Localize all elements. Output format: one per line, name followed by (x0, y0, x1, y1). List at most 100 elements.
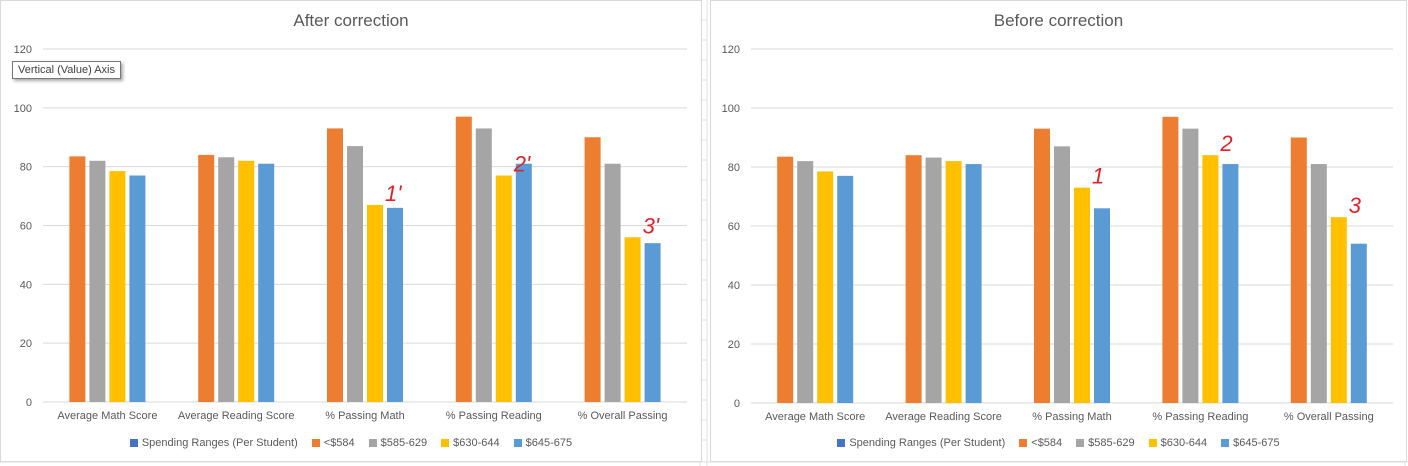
bar[interactable] (1094, 208, 1110, 403)
y-tick-label: 60 (20, 221, 32, 233)
y-tick-label: 20 (728, 339, 740, 351)
y-tick-label: 80 (20, 162, 32, 174)
bar[interactable] (1034, 128, 1050, 403)
x-tick-label: % Passing Reading (1152, 411, 1248, 423)
x-tick-label: % Overall Passing (1284, 411, 1374, 423)
bar[interactable] (515, 163, 532, 402)
chart-legend[interactable]: Spending Ranges (Per Student) <$584 $585-6… (1, 437, 701, 449)
bar[interactable] (238, 160, 255, 402)
chart-after-correction[interactable]: After correction 0 20 40 60 80 100 120 Average … (0, 0, 702, 462)
bar[interactable] (965, 164, 982, 403)
y-tick-label: 40 (728, 280, 740, 292)
legend-entry[interactable]: <$584 (1019, 437, 1062, 449)
chart-title: Before correction (993, 11, 1124, 30)
legend-entry[interactable]: $645-675 (1221, 437, 1280, 449)
legend-swatch (368, 439, 377, 447)
y-tick-label: 80 (728, 162, 740, 174)
bar[interactable] (455, 116, 472, 403)
legend-label: $585-629 (1088, 437, 1135, 449)
legend-entry[interactable]: $585-629 (368, 437, 428, 449)
y-tick-label: 20 (20, 338, 32, 350)
bar[interactable] (89, 160, 106, 402)
bar[interactable] (1330, 217, 1347, 403)
axis-tooltip: Vertical (Value) Axis (12, 61, 122, 79)
bar[interactable] (198, 154, 215, 402)
bar[interactable] (218, 157, 235, 402)
bar[interactable] (1054, 146, 1070, 403)
bar[interactable] (69, 156, 86, 402)
legend-entry[interactable]: $630-644 (1148, 437, 1208, 449)
legend-label: $630-644 (1160, 437, 1208, 449)
bar[interactable] (1074, 187, 1090, 403)
bar[interactable] (347, 146, 363, 402)
x-tick-label: % Passing Reading (446, 410, 542, 422)
bar[interactable] (1222, 164, 1239, 403)
handwritten-annotation: 2' (513, 151, 531, 176)
y-tick-label: 100 (14, 103, 32, 115)
legend-entry[interactable]: <$584 (311, 437, 355, 449)
handwritten-annotation: 1 (1092, 164, 1104, 189)
bar[interactable] (584, 137, 601, 402)
legend-entry[interactable]: Spending Ranges (Per Student) (129, 437, 298, 449)
y-tick-label: 120 (14, 44, 32, 56)
y-tick-label: 40 (20, 279, 32, 291)
bar[interactable] (624, 237, 641, 402)
bar[interactable] (387, 207, 403, 402)
chart-plot-area[interactable]: 0 20 40 60 80 100 120 Average Math Score Average… (711, 1, 1406, 461)
chart-before-correction[interactable]: Before correction 0 20 40 60 80 100 120 Average… (710, 0, 1407, 462)
y-tick-label: 0 (734, 398, 740, 410)
chart-legend[interactable]: Spending Ranges (Per Student) <$584 $585-6… (711, 437, 1406, 449)
y-tick-label: 100 (722, 103, 740, 115)
bar[interactable] (1202, 155, 1219, 403)
bar[interactable] (109, 171, 126, 402)
legend-label: $645-675 (525, 437, 573, 449)
bar[interactable] (817, 171, 834, 403)
legend-entry[interactable]: $630-644 (441, 437, 500, 449)
bar[interactable] (367, 204, 383, 402)
bar[interactable] (258, 163, 275, 402)
y-tick-label: 60 (728, 221, 740, 233)
legend-swatch (129, 439, 138, 447)
bar[interactable] (797, 161, 814, 403)
x-tick-label: % Overall Passing (578, 410, 668, 422)
handwritten-annotation: 2 (1219, 131, 1232, 156)
legend-swatch (311, 439, 320, 447)
bar[interactable] (1310, 164, 1327, 403)
bar[interactable] (1350, 243, 1367, 403)
bar[interactable] (905, 155, 922, 403)
x-tick-label: Average Math Score (57, 410, 157, 422)
bar[interactable] (777, 156, 794, 403)
legend-entry[interactable]: $645-675 (513, 437, 573, 449)
legend-label: <$584 (323, 437, 355, 449)
bar[interactable] (1162, 116, 1179, 403)
bar[interactable] (837, 175, 854, 403)
bar[interactable] (1290, 137, 1307, 404)
legend-entry[interactable]: $585-629 (1076, 437, 1135, 449)
x-tick-label: Average Reading Score (178, 410, 295, 422)
legend-swatch (837, 439, 846, 447)
legend-label: $630-644 (453, 437, 500, 449)
chart-title: After correction (293, 11, 409, 30)
bar[interactable] (644, 243, 661, 402)
bar[interactable] (475, 128, 492, 403)
legend-swatch (441, 439, 450, 447)
legend-label: Spending Ranges (Per Student) (141, 437, 298, 449)
bar[interactable] (495, 175, 512, 402)
x-tick-label: Average Math Score (765, 411, 865, 423)
x-tick-label: % Passing Math (325, 410, 404, 422)
bar[interactable] (129, 175, 146, 402)
bar[interactable] (1182, 128, 1199, 403)
handwritten-annotation: 3' (643, 213, 660, 238)
legend-label: $585-629 (380, 437, 428, 449)
chart-plot-area[interactable]: 0 20 40 60 80 100 120 Average Math Score Average… (1, 1, 701, 461)
legend-entry[interactable]: Spending Ranges (Per Student) (837, 437, 1005, 449)
legend-label: $645-675 (1233, 437, 1280, 449)
bar[interactable] (925, 157, 942, 403)
legend-swatch (1221, 439, 1230, 447)
bar[interactable] (327, 128, 343, 403)
x-tick-label: % Passing Math (1032, 411, 1111, 423)
bar[interactable] (604, 163, 621, 402)
x-tick-label: Average Reading Score (885, 411, 1002, 423)
bar[interactable] (945, 161, 962, 403)
legend-swatch (513, 439, 522, 447)
